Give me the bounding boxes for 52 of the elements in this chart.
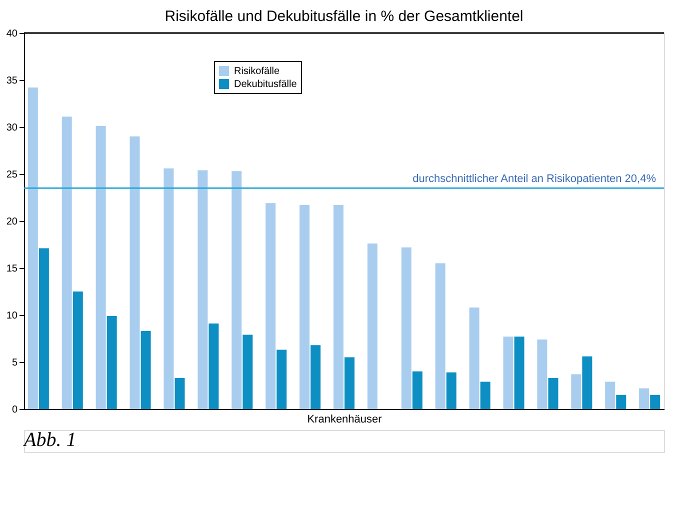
bar: [367, 244, 378, 409]
bar: [582, 356, 592, 409]
bar: [333, 205, 344, 409]
bar: [571, 374, 582, 409]
bar: [639, 388, 650, 409]
y-tick-label: 0: [12, 404, 18, 416]
bar: [164, 168, 174, 409]
caption: Abb. 1: [22, 429, 76, 451]
y-tick-label: 40: [6, 28, 18, 40]
bar: [96, 126, 106, 409]
bar: [446, 372, 456, 409]
bar: [548, 378, 558, 409]
bar: [38, 248, 49, 409]
bar: [106, 316, 117, 409]
bar: [300, 205, 310, 409]
bar: [435, 263, 446, 409]
legend-label: Risikofälle: [234, 66, 280, 77]
bar: [266, 203, 276, 409]
bar: [650, 394, 660, 409]
bar: [130, 136, 140, 409]
y-tick-label: 15: [6, 264, 18, 274]
bar: [616, 394, 626, 409]
bar: [514, 336, 524, 409]
bar: [503, 336, 514, 409]
y-tick-label: 10: [6, 310, 18, 322]
bar: [480, 382, 490, 409]
legend-label: Dekubitusfälle: [234, 79, 298, 90]
y-tick-label: 20: [6, 216, 18, 228]
bar: [62, 116, 72, 409]
chart-title: Risikofälle und Dekubitusfälle in % der Gesamtklientel: [164, 8, 524, 25]
bar: [232, 171, 242, 409]
bar: [140, 330, 151, 409]
bar: [72, 292, 83, 409]
bar: [605, 382, 616, 409]
y-tick-label: 25: [6, 170, 18, 180]
bar: [310, 345, 321, 409]
bar: [198, 170, 208, 409]
bar: [242, 334, 253, 409]
bar: [276, 350, 287, 409]
y-tick-label: 5: [12, 358, 18, 368]
ref-line-label: durchschnittlicher Anteil an Risikopatienten 20,4%: [412, 173, 656, 186]
bar: [401, 247, 412, 409]
bar: [208, 323, 219, 409]
y-tick-label: 35: [6, 76, 18, 86]
bar: [412, 371, 422, 409]
x-axis-title: Krankenhäuser: [307, 414, 382, 426]
bar: [28, 88, 38, 409]
bar: [537, 339, 548, 409]
bar: [469, 307, 480, 409]
bar: [174, 378, 185, 409]
y-tick-label: 30: [6, 122, 18, 134]
bar: [344, 357, 355, 409]
